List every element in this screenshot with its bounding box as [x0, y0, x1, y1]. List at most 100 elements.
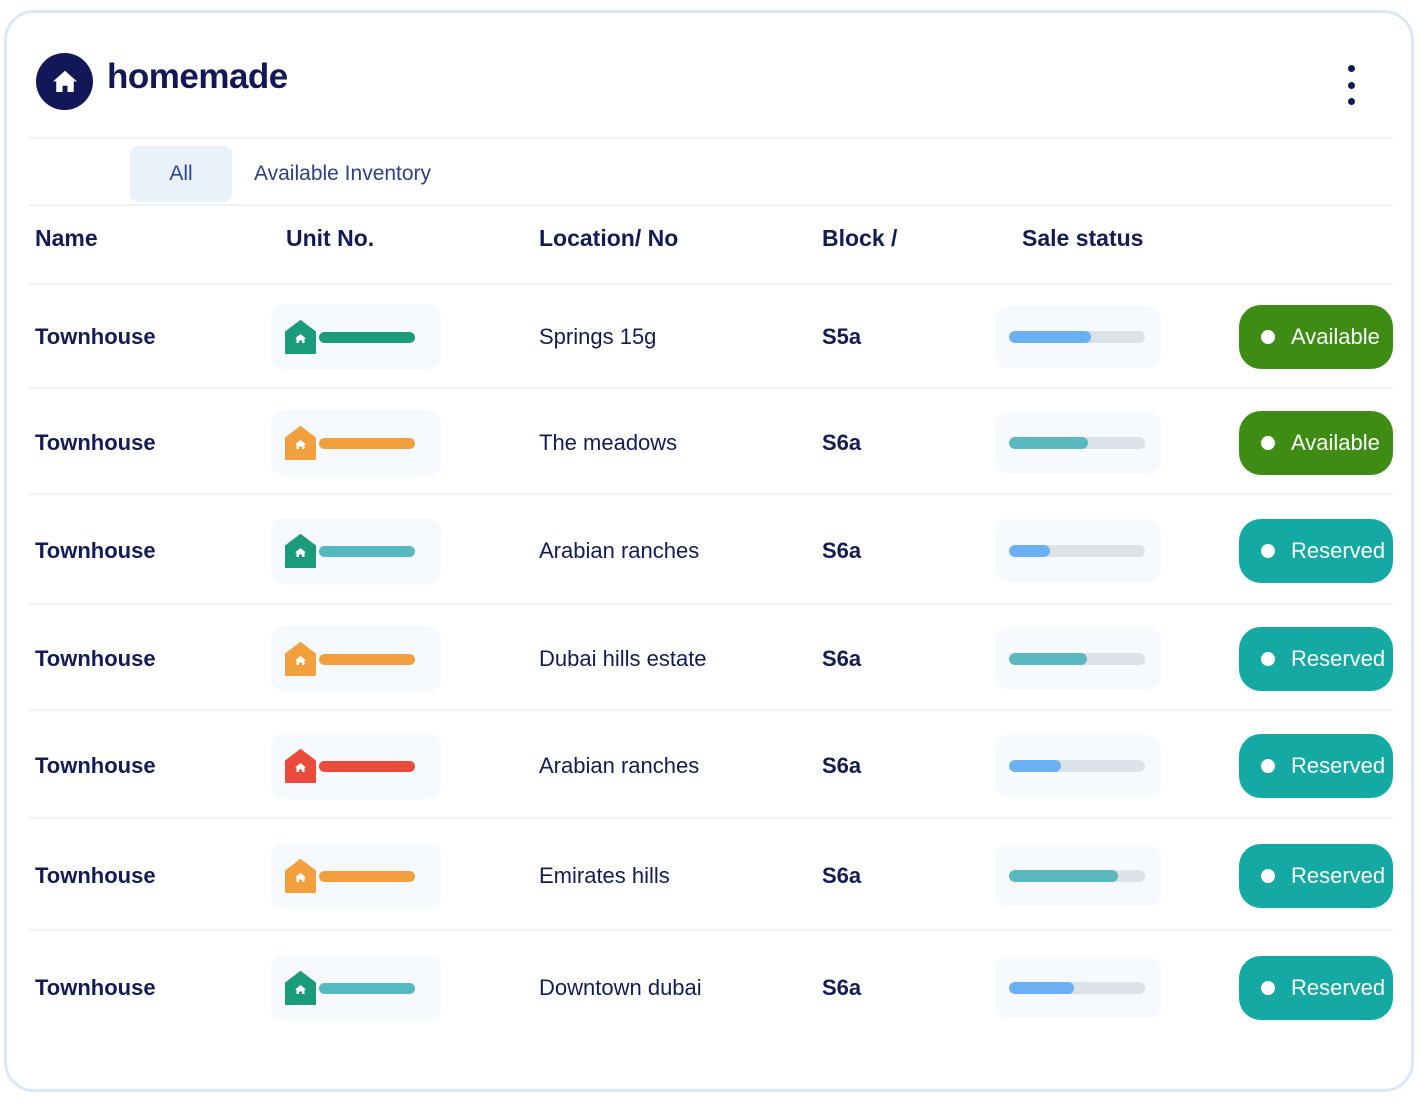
status-label: Reserved [1291, 753, 1386, 778]
status-dot-icon [1261, 869, 1275, 883]
row-block: S6a [822, 975, 862, 1000]
unit-badge [271, 410, 441, 476]
status-label: Available [1291, 430, 1380, 455]
tab-available-inventory[interactable]: Available Inventory [254, 162, 432, 185]
unit-badge [271, 733, 441, 799]
brand-logo[interactable] [36, 53, 93, 110]
table-header: Name Unit No. Location/ No Block / Sale … [7, 225, 1411, 265]
tabs-divider [29, 204, 1393, 206]
status-dot-icon [1261, 544, 1275, 558]
sale-progress-fill [1009, 545, 1050, 557]
brand-name: homemade [107, 57, 288, 96]
column-header-block[interactable]: Block / [822, 225, 898, 251]
status-badge[interactable]: Reserved [1239, 627, 1393, 691]
app-header: homemade [7, 13, 1411, 140]
status-label: Reserved [1291, 863, 1386, 888]
row-block: S6a [822, 430, 862, 455]
house-icon [285, 426, 316, 460]
sale-progress-fill [1009, 653, 1087, 665]
sale-progress-fill [1009, 331, 1091, 343]
table-row[interactable]: Townhouse The meadows S6a Available [29, 391, 1393, 495]
table-row[interactable]: Townhouse Springs 15g S5a Available [29, 285, 1393, 389]
kebab-menu-icon[interactable] [1341, 65, 1361, 105]
house-icon [285, 749, 316, 783]
sale-progress [995, 845, 1161, 907]
tab-all[interactable]: All [130, 146, 232, 202]
house-icon [285, 642, 316, 676]
row-location: Emirates hills [539, 863, 670, 888]
column-header-location[interactable]: Location/ No [539, 225, 679, 251]
status-badge[interactable]: Reserved [1239, 844, 1393, 908]
sale-progress-track [1009, 760, 1145, 772]
header-divider [29, 137, 1393, 139]
row-location: Dubai hills estate [539, 646, 707, 671]
column-header-name[interactable]: Name [35, 225, 98, 251]
row-name: Townhouse [35, 324, 156, 349]
status-dot-icon [1261, 981, 1275, 995]
row-divider [29, 929, 1393, 931]
status-label: Reserved [1291, 646, 1386, 671]
row-block: S6a [822, 753, 862, 778]
column-header-sale-status[interactable]: Sale status [1022, 225, 1144, 251]
status-badge[interactable]: Reserved [1239, 734, 1393, 798]
tab-bar: All Available Inventory [130, 146, 431, 202]
unit-bar [319, 871, 415, 882]
table-row[interactable]: Townhouse Arabian ranches S6a Reserved [29, 497, 1393, 605]
status-label: Reserved [1291, 538, 1386, 563]
unit-bar [319, 761, 415, 772]
status-label: Reserved [1291, 975, 1386, 1000]
sale-progress-fill [1009, 760, 1061, 772]
row-block: S6a [822, 863, 862, 888]
row-name: Townhouse [35, 863, 156, 888]
sale-progress-track [1009, 331, 1145, 343]
row-location: Arabian ranches [539, 538, 700, 563]
sale-progress [995, 306, 1161, 368]
row-divider [29, 603, 1393, 605]
unit-badge [271, 518, 441, 584]
sale-progress [995, 957, 1161, 1019]
table-header-divider [29, 283, 1393, 285]
unit-badge [271, 304, 441, 370]
unit-badge [271, 843, 441, 909]
status-dot-icon [1261, 436, 1275, 450]
row-block: S5a [822, 324, 862, 349]
table-row[interactable]: Townhouse Emirates hills S6a Reserved [29, 821, 1393, 931]
row-name: Townhouse [35, 753, 156, 778]
row-divider [29, 387, 1393, 389]
row-name: Townhouse [35, 538, 156, 563]
sale-progress-track [1009, 653, 1145, 665]
table-row[interactable]: Townhouse Arabian ranches S6a Reserved [29, 713, 1393, 819]
unit-bar [319, 983, 415, 994]
sale-progress-track [1009, 982, 1145, 994]
sale-progress-track [1009, 545, 1145, 557]
house-icon [285, 859, 316, 893]
status-badge[interactable]: Reserved [1239, 956, 1393, 1020]
status-badge[interactable]: Available [1239, 305, 1393, 369]
row-name: Townhouse [35, 646, 156, 671]
house-icon [285, 534, 316, 568]
table-row[interactable]: Townhouse Downtown dubai S6a Reserved [29, 933, 1393, 1043]
unit-bar [319, 438, 415, 449]
column-header-unit[interactable]: Unit No. [286, 225, 375, 251]
sale-progress [995, 628, 1161, 690]
status-dot-icon [1261, 330, 1275, 344]
status-dot-icon [1261, 759, 1275, 773]
table-row[interactable]: Townhouse Dubai hills estate S6a Reserved [29, 607, 1393, 711]
sale-progress [995, 735, 1161, 797]
status-badge[interactable]: Available [1239, 411, 1393, 475]
house-icon [285, 320, 316, 354]
unit-bar [319, 332, 415, 343]
row-divider [29, 817, 1393, 819]
unit-bar [319, 546, 415, 557]
row-location: The meadows [539, 430, 678, 455]
home-icon [52, 70, 77, 92]
sale-progress [995, 520, 1161, 582]
status-badge[interactable]: Reserved [1239, 519, 1393, 583]
unit-badge [271, 626, 441, 692]
sale-progress-fill [1009, 982, 1075, 994]
row-location: Springs 15g [539, 324, 657, 349]
status-label: Available [1291, 324, 1380, 349]
unit-bar [319, 654, 415, 665]
unit-badge [271, 955, 441, 1021]
house-icon [285, 971, 316, 1005]
